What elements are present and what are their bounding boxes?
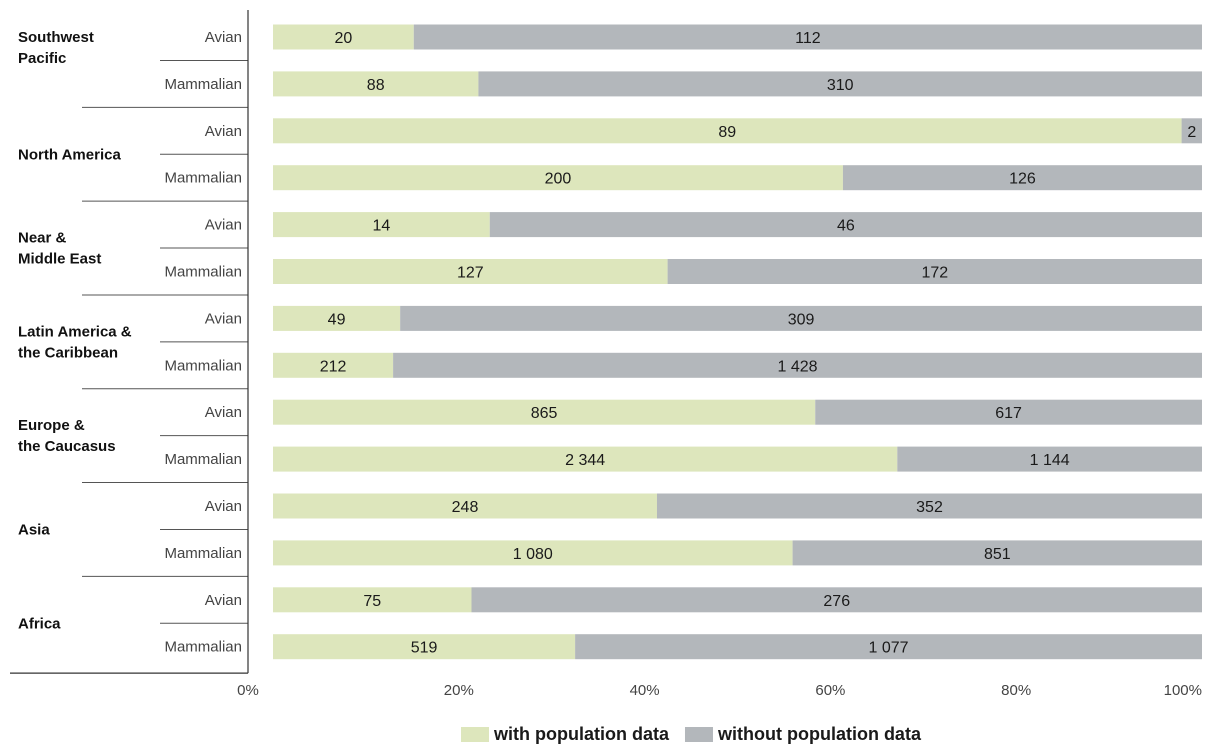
bar-without-population-data bbox=[897, 446, 1202, 472]
legend-label-with: with population data bbox=[493, 724, 670, 744]
bar-value-with: 49 bbox=[328, 311, 346, 328]
bar-value-without: 172 bbox=[921, 265, 948, 282]
bar-with-population-data bbox=[273, 493, 657, 519]
bar-value-with: 14 bbox=[372, 218, 390, 235]
region-label: the Caucasus bbox=[18, 438, 116, 455]
bar-with-population-data bbox=[273, 24, 414, 50]
region-label: the Caribbean bbox=[18, 344, 118, 361]
x-tick-label: 100% bbox=[1164, 682, 1202, 699]
bar-with-population-data bbox=[273, 212, 490, 238]
bar-value-without: 126 bbox=[1009, 171, 1036, 188]
category-label: Mammalian bbox=[164, 76, 242, 93]
x-tick-label: 0% bbox=[237, 682, 259, 699]
category-label: Avian bbox=[205, 217, 242, 234]
x-tick-label: 40% bbox=[630, 682, 660, 699]
category-label: Mammalian bbox=[164, 639, 242, 656]
category-label: Avian bbox=[205, 592, 242, 609]
bar-value-with: 248 bbox=[452, 499, 479, 516]
region-label: North America bbox=[18, 146, 121, 163]
bar-value-without: 2 bbox=[1187, 124, 1196, 141]
bar-with-population-data bbox=[273, 352, 394, 378]
bar-with-population-data bbox=[273, 259, 668, 284]
bar-with-population-data bbox=[273, 165, 843, 191]
bar-without-population-data bbox=[1181, 118, 1202, 144]
bar-value-with: 127 bbox=[457, 265, 484, 282]
bar-value-with: 519 bbox=[411, 640, 438, 657]
bar-value-without: 1 428 bbox=[778, 358, 818, 375]
category-label: Avian bbox=[205, 404, 242, 421]
bar-with-population-data bbox=[273, 634, 576, 660]
category-label: Mammalian bbox=[164, 357, 242, 374]
x-tick-label: 20% bbox=[444, 682, 474, 699]
x-tick-label: 60% bbox=[815, 682, 845, 699]
bar-with-population-data bbox=[273, 587, 472, 613]
bar-value-with: 2 344 bbox=[565, 452, 605, 469]
bar-value-without: 112 bbox=[795, 30, 821, 47]
bar-without-population-data bbox=[656, 493, 1202, 519]
bar-value-without: 1 077 bbox=[869, 640, 909, 657]
bar-with-population-data bbox=[273, 71, 479, 97]
category-label: Avian bbox=[205, 29, 242, 46]
bar-value-with: 75 bbox=[363, 593, 381, 610]
bar-value-with: 212 bbox=[320, 358, 347, 375]
bar-with-population-data bbox=[273, 118, 1182, 144]
bar-without-population-data bbox=[478, 71, 1202, 97]
region-label: Pacific bbox=[18, 50, 66, 67]
bar-value-without: 276 bbox=[823, 593, 850, 610]
region-label: Asia bbox=[18, 521, 50, 538]
bar-with-population-data bbox=[273, 399, 816, 425]
bar-with-population-data bbox=[273, 540, 793, 566]
bar-value-without: 1 144 bbox=[1030, 452, 1070, 469]
bar-value-without: 851 bbox=[984, 546, 1011, 563]
bar-value-with: 865 bbox=[531, 405, 558, 422]
bar-without-population-data bbox=[815, 399, 1202, 425]
region-label: Near & bbox=[18, 230, 67, 247]
bar-value-with: 89 bbox=[718, 124, 736, 141]
x-tick-label: 80% bbox=[1001, 682, 1031, 699]
legend-swatch-with bbox=[461, 727, 489, 742]
bar-without-population-data bbox=[471, 587, 1202, 613]
bar-without-population-data bbox=[400, 305, 1202, 331]
category-label: Mammalian bbox=[164, 264, 242, 281]
bar-without-population-data bbox=[792, 540, 1202, 566]
region-label: Southwest bbox=[18, 29, 94, 46]
bar-without-population-data bbox=[413, 24, 1202, 50]
category-label: Mammalian bbox=[164, 451, 242, 468]
bar-without-population-data bbox=[842, 165, 1202, 191]
bar-value-without: 46 bbox=[837, 218, 855, 235]
category-label: Mammalian bbox=[164, 545, 242, 562]
bar-with-population-data bbox=[273, 305, 401, 331]
region-label: Middle East bbox=[18, 251, 101, 268]
bar-value-with: 88 bbox=[367, 77, 385, 94]
category-label: Avian bbox=[205, 498, 242, 515]
category-label: Mammalian bbox=[164, 170, 242, 187]
region-label: Latin America & bbox=[18, 323, 132, 340]
category-label: Avian bbox=[205, 310, 242, 327]
category-label: Avian bbox=[205, 123, 242, 140]
legend-swatch-without bbox=[684, 727, 713, 742]
bar-value-without: 310 bbox=[827, 77, 854, 94]
bar-with-population-data bbox=[273, 446, 898, 472]
bar-value-with: 20 bbox=[334, 30, 352, 47]
legend-label-without: without population data bbox=[717, 724, 922, 744]
bar-without-population-data bbox=[575, 634, 1202, 660]
bar-without-population-data bbox=[489, 212, 1202, 238]
bar-value-without: 309 bbox=[788, 311, 815, 328]
region-label: Europe & bbox=[18, 417, 85, 434]
region-label: Africa bbox=[18, 615, 61, 632]
bar-value-with: 1 080 bbox=[513, 546, 553, 563]
bar-without-population-data bbox=[393, 352, 1203, 378]
bar-value-without: 352 bbox=[916, 499, 943, 516]
bar-without-population-data bbox=[667, 259, 1202, 284]
bar-value-with: 200 bbox=[545, 171, 572, 188]
bar-value-without: 617 bbox=[995, 405, 1022, 422]
